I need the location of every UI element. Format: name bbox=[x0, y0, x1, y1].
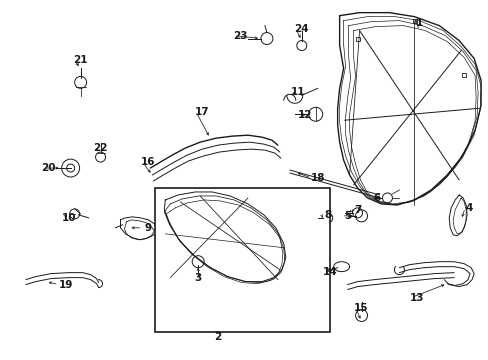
Bar bbox=[412, 19, 416, 23]
Text: 20: 20 bbox=[41, 163, 56, 173]
Text: 12: 12 bbox=[297, 110, 311, 120]
Text: 19: 19 bbox=[59, 280, 73, 289]
Text: 2: 2 bbox=[214, 332, 221, 342]
Bar bbox=[155, 188, 329, 332]
Text: 16: 16 bbox=[141, 157, 155, 167]
Text: 24: 24 bbox=[294, 24, 308, 33]
Text: 4: 4 bbox=[465, 203, 472, 213]
Text: 10: 10 bbox=[61, 213, 76, 223]
Text: 1: 1 bbox=[415, 18, 422, 28]
Text: 5: 5 bbox=[343, 211, 350, 221]
Text: 9: 9 bbox=[144, 223, 152, 233]
Text: 22: 22 bbox=[93, 143, 107, 153]
Text: 6: 6 bbox=[373, 193, 380, 203]
Bar bbox=[355, 37, 359, 41]
Text: 17: 17 bbox=[194, 107, 209, 117]
Text: 15: 15 bbox=[354, 302, 368, 312]
Text: 14: 14 bbox=[322, 267, 336, 276]
Text: 13: 13 bbox=[409, 293, 424, 302]
Text: 3: 3 bbox=[194, 273, 202, 283]
Text: 11: 11 bbox=[290, 87, 305, 97]
Text: 21: 21 bbox=[73, 55, 88, 66]
Text: 7: 7 bbox=[353, 205, 361, 215]
Text: 18: 18 bbox=[310, 173, 325, 183]
Text: 23: 23 bbox=[232, 31, 247, 41]
Text: 8: 8 bbox=[324, 210, 331, 220]
Bar bbox=[461, 73, 465, 77]
